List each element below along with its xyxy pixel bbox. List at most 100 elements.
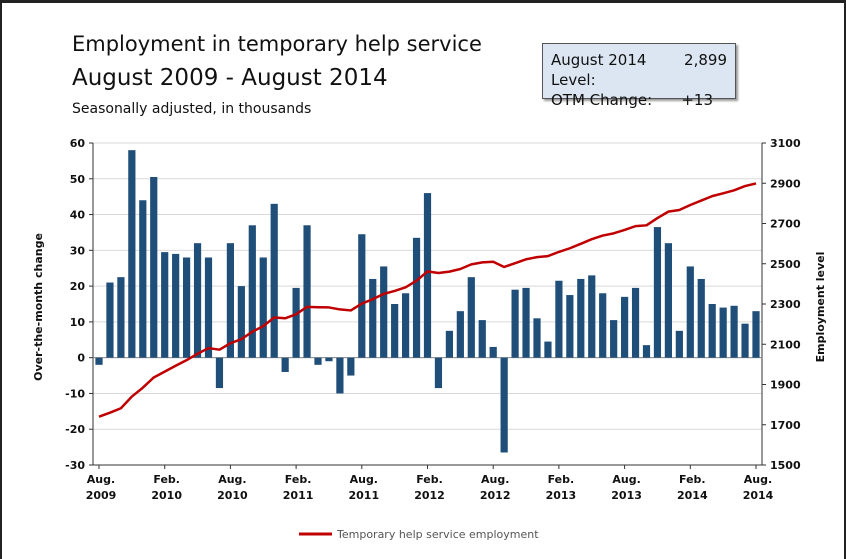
y-tick-label: -10 [65,387,85,400]
bar [380,266,388,358]
bar [664,243,672,358]
bar [215,357,224,389]
bar [237,286,245,358]
info-row: August 2014 Level: 2,899 [551,50,727,90]
y2-tick-label: 2700 [770,218,801,231]
x-tick-label: Feb. 2014 [676,473,708,502]
y2-tick-label: 1900 [770,379,801,392]
bar [555,280,563,358]
bar [270,203,278,358]
bar [588,275,596,358]
y2-tick-label: 3100 [770,137,801,150]
bar [248,225,256,358]
x-tick-label: Feb. 2011 [282,473,314,502]
bar [303,225,311,358]
bar [391,304,399,358]
bar [708,304,716,358]
bar [281,357,289,372]
bar [467,277,475,358]
info-box: August 2014 Level: 2,899 OTM Change: +13 [542,43,736,109]
bar [621,296,629,358]
bar [128,150,136,358]
y2-tick-label: 2500 [770,258,801,271]
bar [117,277,125,358]
bar [259,257,267,358]
bar [719,307,727,358]
x-tick-label: Aug. 2014 [742,473,774,502]
bar [226,243,234,358]
bar [314,357,322,365]
bar [577,278,585,358]
y2-tick-label: 1500 [770,459,801,472]
bar [631,287,640,358]
bar [161,252,169,358]
bar [325,357,333,362]
y2-tick-label: 2900 [770,177,801,190]
bar [489,346,497,358]
bar [106,282,114,358]
bar [522,287,530,358]
chart-title: Employment in temporary help service [72,32,482,56]
bar [347,357,355,376]
x-tick-label: Feb. 2012 [414,473,445,502]
bar [653,227,662,358]
y2-axis-label: Employment level [814,252,827,363]
y-tick-label: 0 [77,352,85,365]
bar [697,278,705,358]
bar [423,193,432,358]
bar [204,257,213,358]
y-tick-label: 30 [70,244,86,257]
info-value: 2,899 [684,51,727,69]
info-label: August 2014 Level: [551,51,647,89]
bar [456,311,464,358]
y-tick-label: -30 [65,459,85,472]
bar [500,357,508,453]
bar [511,289,519,358]
bar [172,253,180,358]
bar [139,200,147,358]
y-axis-label: Over-the-month change [32,233,45,381]
legend-label: Temporary help service employment [336,528,539,541]
bar [566,295,574,358]
bar [358,234,366,358]
y2-tick-label: 1700 [770,419,801,432]
bar [412,237,421,358]
bar [445,330,453,358]
bar [599,293,607,358]
bar [675,330,683,358]
y-tick-label: 40 [70,209,86,222]
x-tick-label: Feb. 2013 [545,473,577,502]
x-tick-label: Aug. 2009 [85,473,117,502]
x-tick-label: Aug. 2012 [479,473,511,502]
bar [434,357,443,389]
x-tick-label: Aug. 2011 [348,473,380,502]
bar [642,345,651,358]
bar [292,287,300,358]
bar [730,305,738,358]
bar [193,243,202,358]
info-row: OTM Change: +13 [551,90,727,110]
y2-tick-label: 2100 [770,338,801,351]
info-value: +13 [681,91,713,109]
bar [752,311,760,358]
chart-subtitle: August 2009 - August 2014 [72,65,388,91]
bar [183,257,191,358]
bar [686,266,694,358]
x-tick-label: Aug. 2013 [611,473,642,502]
y-tick-label: 20 [70,280,86,293]
bar [150,176,158,358]
bar [741,323,749,358]
bar [610,320,618,358]
y-tick-label: 60 [70,137,86,150]
x-tick-label: Feb. 2010 [151,473,182,502]
line-series [98,182,757,418]
x-tick-label: Aug. 2010 [217,473,248,502]
y-tick-label: 10 [70,316,86,329]
chart-note: Seasonally adjusted, in thousands [72,101,311,117]
bar [478,320,486,358]
info-label: OTM Change: [551,91,653,109]
chart: Employment in temporary help service Aug… [32,32,827,541]
y-tick-label: 50 [70,173,86,186]
y2-tick-label: 2300 [770,298,801,311]
